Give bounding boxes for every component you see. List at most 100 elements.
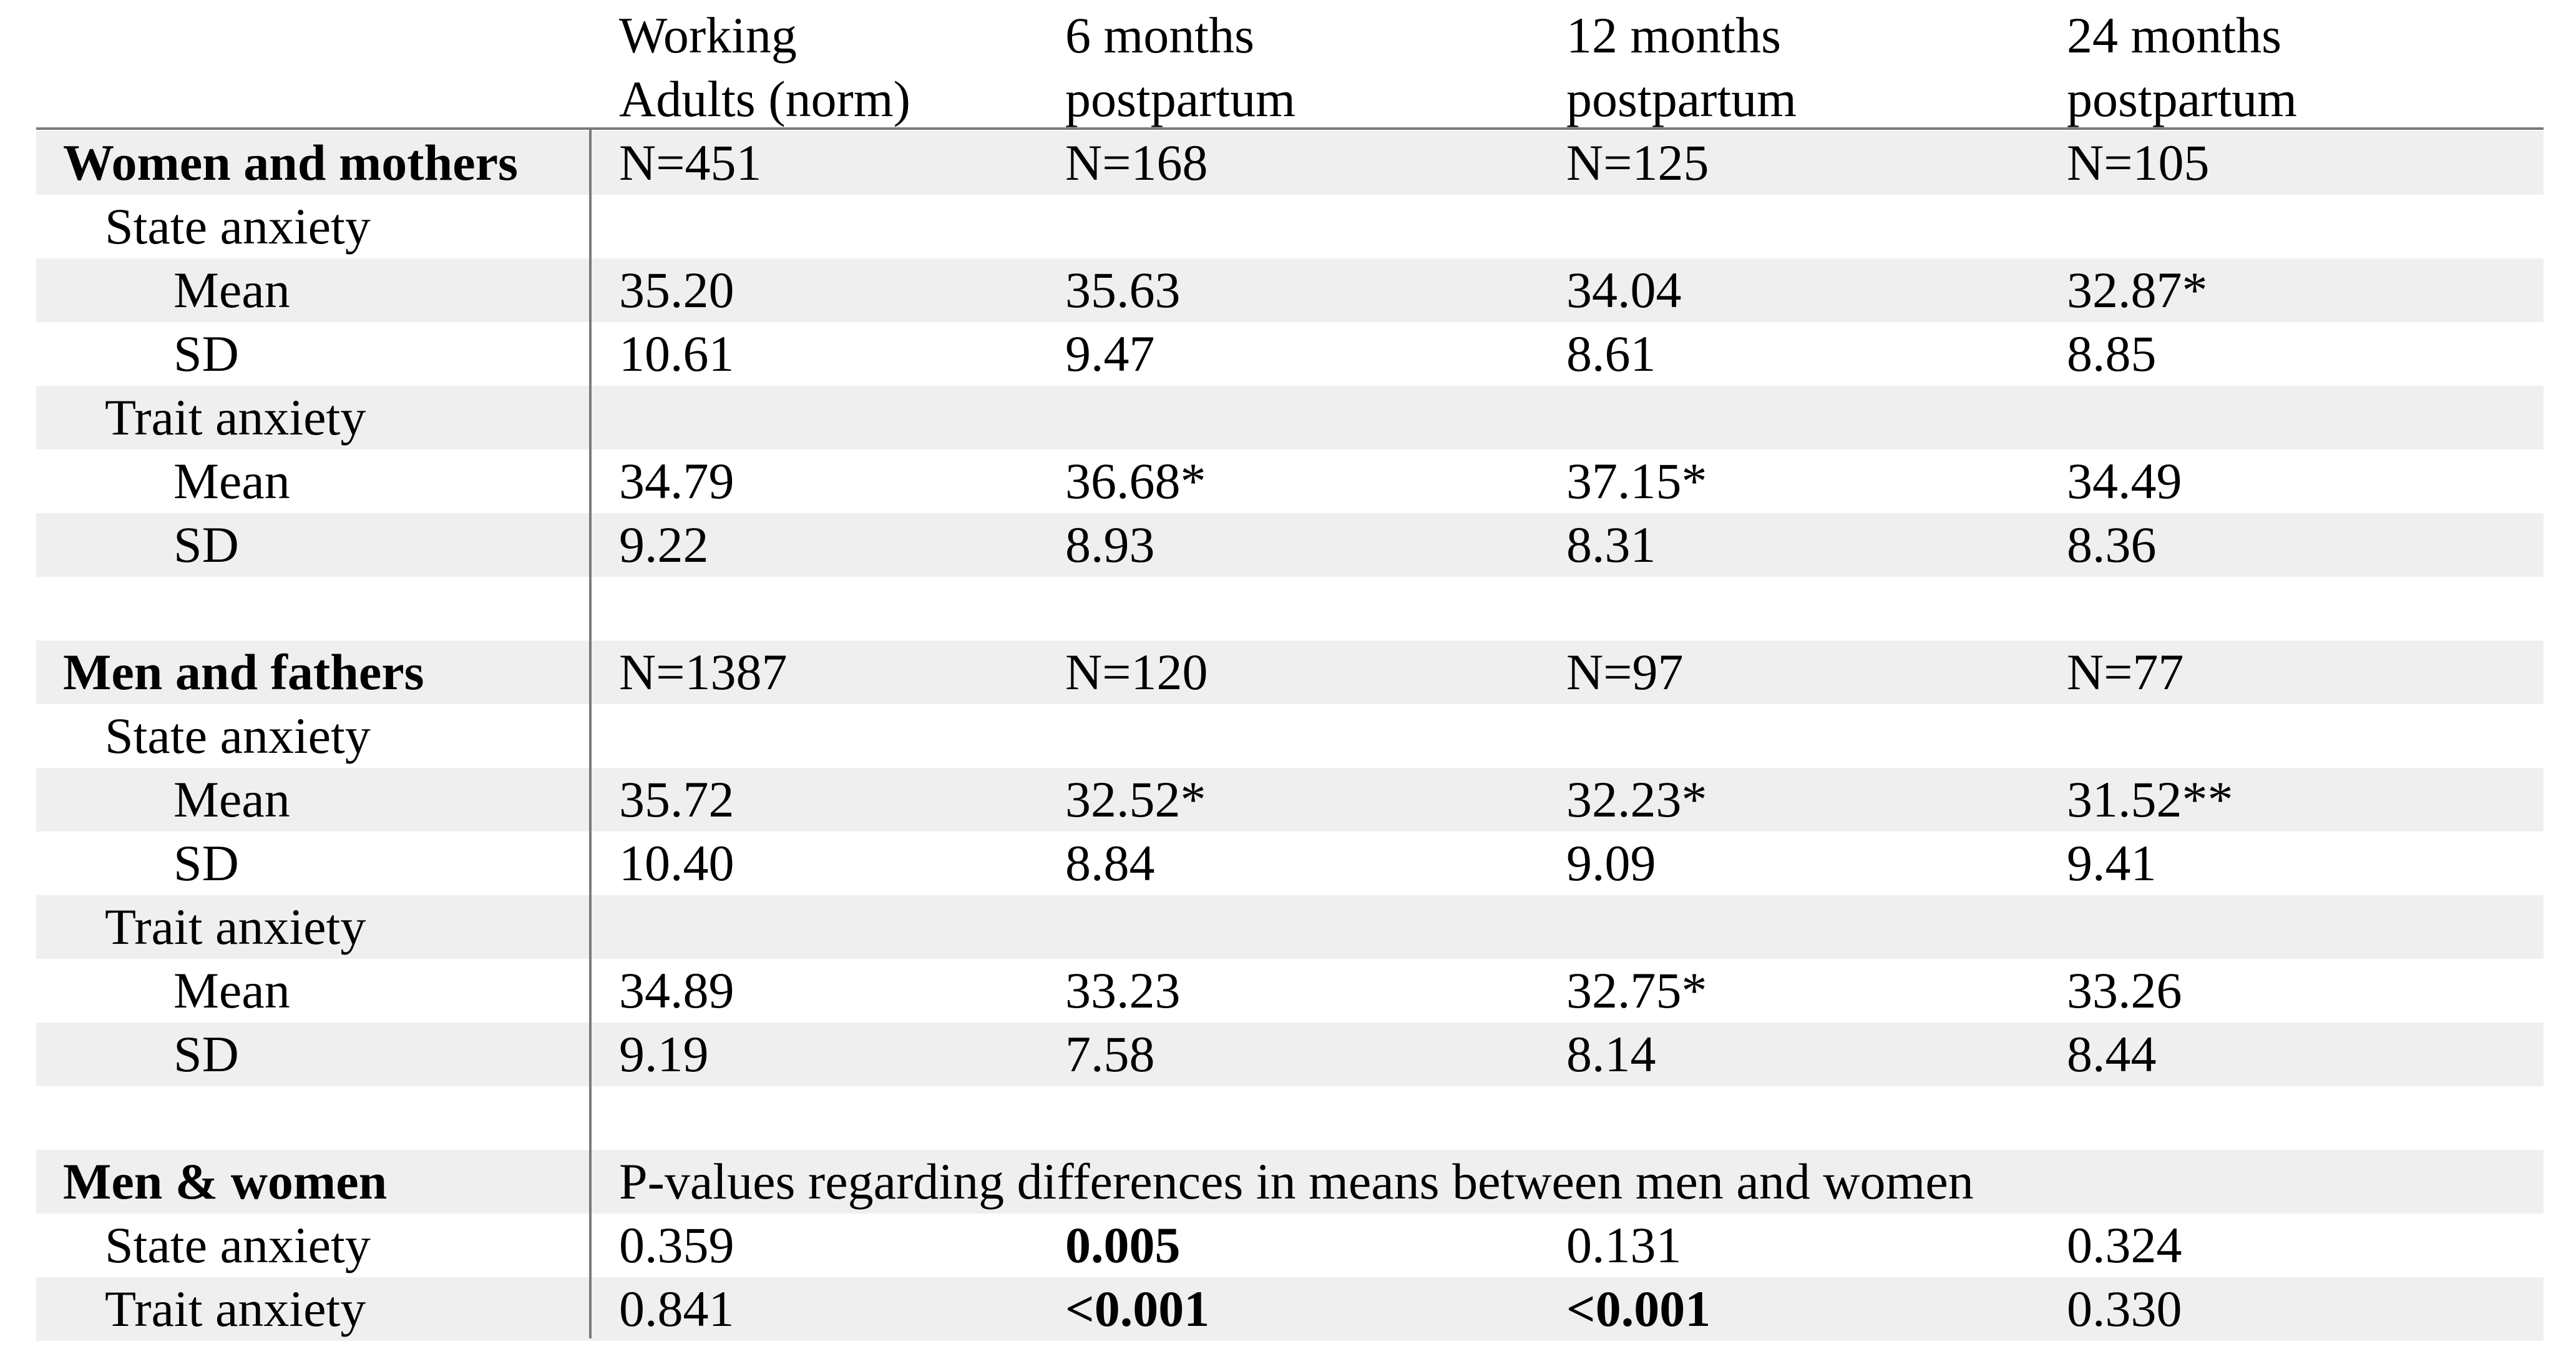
table-cell: 8.36 (2067, 516, 2157, 573)
row-label: State anxiety (105, 707, 371, 764)
table-cell: 32.52* (1065, 771, 1206, 828)
table-cell: 0.131 (1566, 1217, 1682, 1273)
row-label: Trait anxiety (105, 898, 366, 955)
table-cell: 0.841 (619, 1280, 734, 1337)
table-row: Trait anxiety 0.841 <0.001 <0.001 0.330 (36, 1277, 2544, 1341)
table-cell: 8.85 (2067, 325, 2157, 382)
table-cell: 34.04 (1566, 262, 1682, 318)
table-cell: 35.63 (1065, 262, 1181, 318)
row-label: SD (173, 1026, 239, 1082)
header-line: Working (619, 7, 797, 64)
table-cell: 7.58 (1065, 1026, 1155, 1082)
header-line: postpartum (1065, 71, 1295, 127)
table-row: Mean 35.72 32.52* 32.23* 31.52** (36, 768, 2544, 832)
table-cell: N=1387 (619, 644, 788, 700)
table-cell: 8.31 (1566, 516, 1656, 573)
table-cell: 32.87* (2067, 262, 2208, 318)
table-row: Trait anxiety (36, 895, 2544, 959)
table-cell: 0.324 (2067, 1217, 2182, 1273)
table-cell: 34.49 (2067, 453, 2182, 509)
header-rule (36, 127, 2544, 130)
table-cell: 10.40 (619, 835, 734, 891)
table-cell: 9.41 (2067, 835, 2157, 891)
spacer-row (36, 577, 2544, 640)
table-row: Women and mothers N=451 N=168 N=125 N=10… (36, 131, 2544, 195)
row-label: Mean (173, 262, 290, 318)
header-line: postpartum (1566, 71, 1797, 127)
table-cell: 8.84 (1065, 835, 1155, 891)
table-cell: 8.44 (2067, 1026, 2157, 1082)
header-working-adults: Working Adults (norm) (619, 4, 910, 131)
table-row: State anxiety 0.359 0.005 0.131 0.324 (36, 1214, 2544, 1277)
table-row: SD 9.19 7.58 8.14 8.44 (36, 1023, 2544, 1086)
table-cell: 8.93 (1065, 516, 1155, 573)
row-label: SD (173, 835, 239, 891)
row-label: State anxiety (105, 1217, 371, 1273)
row-label: Trait anxiety (105, 1280, 366, 1337)
table-cell: 10.61 (619, 325, 734, 382)
row-label: State anxiety (105, 198, 371, 255)
table-cell: 34.89 (619, 962, 734, 1019)
section-title-men: Men and fathers (63, 644, 424, 700)
table-row: Men and fathers N=1387 N=120 N=97 N=77 (36, 640, 2544, 704)
table-cell-significant: <0.001 (1566, 1280, 1711, 1337)
table-cell: 35.20 (619, 262, 734, 318)
header-12-months: 12 months postpartum (1566, 4, 1797, 131)
table-cell: N=120 (1065, 644, 1208, 700)
header-24-months: 24 months postpartum (2067, 4, 2297, 131)
table-cell: 0.330 (2067, 1280, 2182, 1337)
table-cell-significant: <0.001 (1065, 1280, 1210, 1337)
table-cell: 33.23 (1065, 962, 1181, 1019)
table-cell: 36.68* (1065, 453, 1206, 509)
row-label: Trait anxiety (105, 389, 366, 446)
table-cell: 9.22 (619, 516, 709, 573)
table-cell: 0.359 (619, 1217, 734, 1273)
row-label: SD (173, 516, 239, 573)
table-cell: 9.47 (1065, 325, 1155, 382)
table-cell: N=97 (1566, 644, 1684, 700)
table-cell-significant: 0.005 (1065, 1217, 1181, 1273)
table-cell: 8.14 (1566, 1026, 1656, 1082)
table-cell: 9.19 (619, 1026, 709, 1082)
table-cell: N=105 (2067, 134, 2210, 191)
table-cell: 34.79 (619, 453, 734, 509)
header-line: Adults (norm) (619, 71, 910, 127)
section-title-women: Women and mothers (63, 134, 518, 191)
table-cell: 8.61 (1566, 325, 1656, 382)
pvalue-note: P-values regarding differences in means … (619, 1153, 1974, 1210)
table-cell: N=77 (2067, 644, 2184, 700)
table-row: State anxiety (36, 195, 2544, 258)
table-cell: N=168 (1065, 134, 1208, 191)
table-row: Mean 34.79 36.68* 37.15* 34.49 (36, 449, 2544, 513)
table-cell: N=451 (619, 134, 762, 191)
table-cell: 9.09 (1566, 835, 1656, 891)
table-cell: 32.75* (1566, 962, 1707, 1019)
row-label: SD (173, 325, 239, 382)
table-row: Mean 35.20 35.63 34.04 32.87* (36, 258, 2544, 322)
table-row: State anxiety (36, 704, 2544, 768)
table-cell: N=125 (1566, 134, 1709, 191)
header-line: postpartum (2067, 71, 2297, 127)
header-line: 6 months (1065, 7, 1254, 64)
row-label: Mean (173, 962, 290, 1019)
header-line: 24 months (2067, 7, 2281, 64)
header-6-months: 6 months postpartum (1065, 4, 1295, 131)
table-row: SD 9.22 8.93 8.31 8.36 (36, 513, 2544, 577)
table-cell: 32.23* (1566, 771, 1707, 828)
column-divider (589, 127, 592, 1338)
row-label: Mean (173, 453, 290, 509)
spacer-row (36, 1086, 2544, 1150)
header-line: 12 months (1566, 7, 1781, 64)
table-cell: 37.15* (1566, 453, 1707, 509)
table-row: SD 10.61 9.47 8.61 8.85 (36, 322, 2544, 386)
table-row: SD 10.40 8.84 9.09 9.41 (36, 832, 2544, 895)
table-cell: 33.26 (2067, 962, 2182, 1019)
row-label: Mean (173, 771, 290, 828)
table-cell: 35.72 (619, 771, 734, 828)
table-row: Mean 34.89 33.23 32.75* 33.26 (36, 959, 2544, 1023)
table-row: Men & women P-values regarding differenc… (36, 1150, 2544, 1214)
section-title-comparison: Men & women (63, 1153, 388, 1210)
table-cell: 31.52** (2067, 771, 2233, 828)
table-row: Trait anxiety (36, 386, 2544, 449)
